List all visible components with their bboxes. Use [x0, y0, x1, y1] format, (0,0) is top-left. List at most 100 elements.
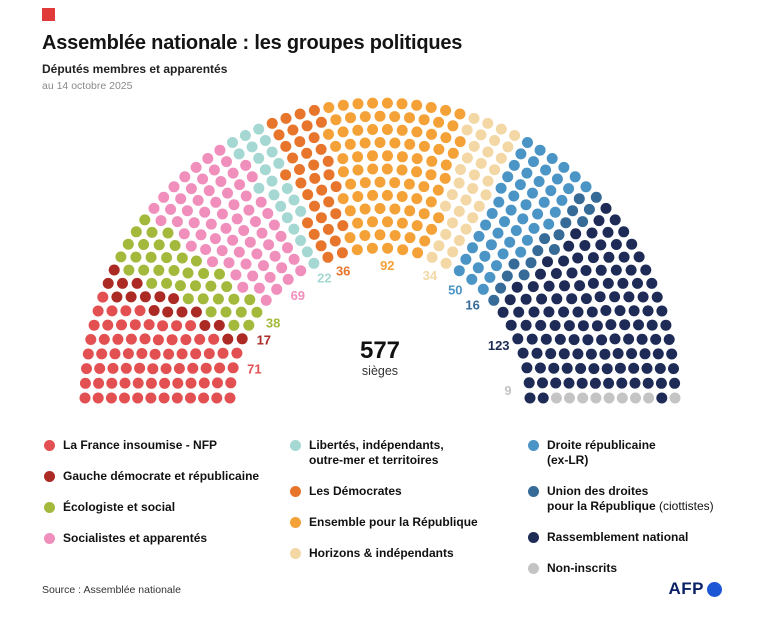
seat-dot	[533, 176, 545, 187]
seat-dot	[461, 152, 473, 164]
seat-dot	[482, 146, 494, 158]
seat-dot	[652, 348, 664, 360]
seat-dot	[352, 217, 364, 229]
seat-dot	[577, 216, 589, 228]
seat-dot	[227, 167, 239, 179]
seat-dot	[512, 333, 524, 345]
seat-dot	[323, 102, 335, 113]
seat-dot	[367, 150, 378, 162]
seat-dot	[564, 392, 575, 404]
seat-dot	[359, 137, 371, 149]
seat-dot	[367, 97, 379, 109]
seat-dot	[591, 320, 603, 332]
seat-dot	[614, 305, 626, 317]
seat-dot	[302, 189, 314, 201]
seat-dot	[111, 291, 123, 303]
seat-dot	[107, 362, 119, 374]
seat-dot	[367, 163, 379, 175]
seat-dot	[96, 348, 108, 360]
seat-dot	[287, 124, 299, 136]
group-seat-count: 50	[448, 283, 462, 298]
seat-dot	[403, 178, 415, 190]
seat-dot	[495, 123, 507, 135]
seat-dot	[253, 182, 265, 194]
seat-dot	[148, 305, 160, 316]
legend-color-dot	[290, 486, 301, 497]
seat-dot	[617, 277, 629, 289]
seat-dot	[197, 173, 209, 185]
seat-dot	[411, 153, 423, 165]
seat-dot	[633, 319, 644, 331]
seat-dot	[224, 392, 236, 404]
seat-dot	[374, 229, 386, 241]
seat-dot	[221, 156, 232, 168]
seat-dot	[447, 217, 458, 229]
seat-dot	[240, 190, 252, 202]
seat-dot	[81, 363, 92, 375]
seat-dot	[359, 111, 371, 123]
seat-dot	[382, 150, 393, 162]
seat-dot	[440, 132, 452, 144]
seat-dot	[329, 235, 341, 247]
seat-dot	[130, 226, 142, 238]
seat-dot	[294, 136, 306, 148]
seat-dot	[499, 216, 510, 228]
seat-dot	[612, 348, 624, 359]
seat-dot	[411, 220, 423, 232]
group-seat-count: 71	[247, 361, 261, 376]
seat-dot	[433, 240, 445, 252]
seat-dot	[566, 293, 578, 305]
seat-dot	[172, 377, 184, 389]
seat-dot	[185, 320, 197, 332]
seat-dot	[600, 305, 612, 316]
seat-dot	[626, 238, 638, 250]
seat-dot	[228, 319, 240, 331]
seat-dot	[549, 320, 561, 331]
seat-dot	[134, 362, 146, 374]
seat-dot	[236, 333, 248, 345]
seat-dot	[646, 277, 658, 289]
seat-dot	[195, 229, 207, 241]
seat-dot	[234, 179, 246, 191]
seat-dot	[666, 348, 678, 360]
seat-dot	[323, 169, 335, 181]
seat-dot	[632, 277, 643, 289]
seat-dot	[603, 377, 615, 389]
legend-column: Droite républicaine (ex-LR) Union des dro…	[528, 438, 720, 592]
seat-dot	[352, 98, 364, 110]
seat-dot	[315, 212, 327, 224]
seat-dot	[475, 157, 487, 169]
seat-dot	[237, 281, 249, 293]
seat-dot	[473, 230, 485, 242]
seat-dot	[185, 240, 197, 252]
seat-dot	[511, 281, 523, 293]
seat-dot	[381, 97, 393, 109]
seat-dot	[580, 293, 592, 305]
seat-dot	[467, 183, 479, 194]
seat-dot	[123, 264, 135, 276]
seat-dot	[412, 247, 424, 259]
legend-column: Libertés, indépendants, outre-mer et ter…	[290, 438, 528, 592]
seat-dot	[492, 227, 504, 239]
seat-dot	[486, 208, 498, 219]
legend-color-dot	[44, 471, 55, 482]
seat-dot	[580, 181, 592, 193]
seat-dot	[159, 377, 171, 389]
seat-dot	[550, 392, 562, 404]
seat-dot	[271, 283, 283, 295]
seat-dot	[660, 319, 672, 331]
seat-dot	[134, 305, 146, 317]
seat-dot	[549, 206, 561, 218]
seat-dot	[282, 242, 293, 254]
seat-dot	[446, 189, 458, 201]
seat-dot	[247, 270, 259, 282]
seat-dot	[139, 333, 151, 345]
seat-dot	[359, 177, 371, 189]
seat-dot	[540, 164, 552, 176]
seat-dot	[570, 228, 582, 240]
seat-dot	[586, 306, 598, 318]
seat-dot	[568, 334, 580, 346]
seat-dot	[537, 377, 548, 389]
seat-dot	[619, 319, 631, 331]
seat-dot	[630, 392, 641, 404]
